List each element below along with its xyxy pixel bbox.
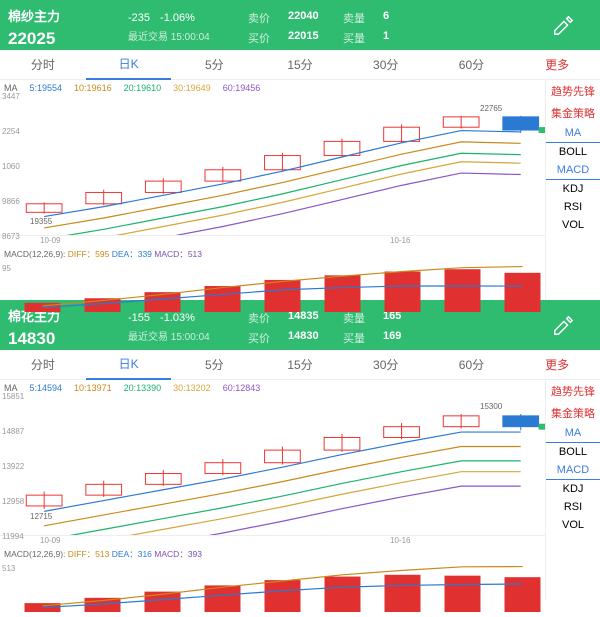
change-pct: -1.03%	[160, 312, 195, 324]
y-axis-label: 9866	[2, 197, 20, 206]
x-axis-label: 10-16	[390, 236, 410, 245]
macd-chart[interactable]: 95	[0, 262, 545, 312]
indicator-MACD[interactable]: MACD	[546, 161, 600, 180]
candle-chart[interactable]: 3447225410609866867310-0910-161935522765	[0, 96, 545, 236]
last-trade-time: 15:00:04	[171, 332, 210, 343]
candle-chart[interactable]: 158511488713922129581199410-0910-1612715…	[0, 396, 545, 536]
bid-label: 买价	[248, 330, 278, 346]
x-axis-label: 10-09	[40, 236, 60, 245]
y-axis-label: 13922	[2, 462, 24, 471]
indicator-MA[interactable]: MA	[546, 424, 600, 443]
tab-日K[interactable]: 日K	[86, 49, 172, 80]
macd-y-label: 513	[2, 564, 15, 573]
timeframe-tabs: 分时日K5分15分30分60分更多	[0, 350, 600, 380]
bid-vol: 1	[383, 30, 428, 46]
ma-legend: MA 5:19554 10:19616 20:19610 30:19649 60…	[0, 80, 545, 96]
indicator-sidebar: 趋势先锋集金策略MABOLLMACDKDJRSIVOL	[545, 380, 600, 600]
y-axis-label: 15851	[2, 392, 24, 401]
change: -155	[128, 312, 150, 324]
y-axis-label: 8673	[2, 232, 20, 241]
indicator-MACD[interactable]: MACD	[546, 461, 600, 480]
ma-legend: MA 5:14594 10:13971 20:13390 30:13202 60…	[0, 380, 545, 396]
indicator-BOLL[interactable]: BOLL	[546, 443, 600, 461]
bid-price: 22015	[288, 30, 333, 46]
tab-更多[interactable]: 更多	[514, 50, 600, 79]
tab-30分[interactable]: 30分	[343, 50, 429, 79]
y-axis-label: 3447	[2, 92, 20, 101]
y-axis-label: 1060	[2, 162, 20, 171]
high-annotation: 22765	[480, 104, 502, 113]
tab-5分[interactable]: 5分	[171, 50, 257, 79]
tab-60分[interactable]: 60分	[429, 50, 515, 79]
tab-15分[interactable]: 15分	[257, 50, 343, 79]
edit-icon[interactable]	[538, 15, 588, 40]
instrument-panel: 棉纱主力 22025 -235 -1.06% 最近交易 15:00:04 卖价 22…	[0, 0, 600, 300]
tab-5分[interactable]: 5分	[171, 350, 257, 379]
low-annotation: 12715	[30, 512, 52, 521]
bid-price: 14830	[288, 330, 333, 346]
tab-60分[interactable]: 60分	[429, 350, 515, 379]
indicator-趋势先锋[interactable]: 趋势先锋	[546, 380, 600, 402]
indicator-KDJ[interactable]: KDJ	[546, 180, 600, 198]
macd-legend: MACD(12,26,9): DIFF：595 DEA：339 MACD：513	[0, 246, 545, 262]
indicator-sidebar: 趋势先锋集金策略MABOLLMACDKDJRSIVOL	[545, 80, 600, 300]
instrument-panel: 棉花主力 14830 -155-1.03% 最近交易 15:00:04 卖价14…	[0, 300, 600, 600]
last-trade-label: 最近交易	[128, 32, 168, 43]
last-trade-time: 15:00:04	[171, 32, 210, 43]
x-axis-label: 10-16	[390, 536, 410, 545]
indicator-集金策略[interactable]: 集金策略	[546, 102, 600, 124]
tab-分时[interactable]: 分时	[0, 50, 86, 79]
low-annotation: 19355	[30, 217, 52, 226]
timeframe-tabs: 分时日K5分15分30分60分更多	[0, 50, 600, 80]
tab-15分[interactable]: 15分	[257, 350, 343, 379]
ask-label: 卖价	[248, 10, 278, 26]
tab-日K[interactable]: 日K	[86, 349, 172, 380]
indicator-VOL[interactable]: VOL	[546, 216, 600, 234]
indicator-RSI[interactable]: RSI	[546, 198, 600, 216]
y-axis-label: 12958	[2, 497, 24, 506]
bid-vol-label: 买量	[343, 30, 373, 46]
macd-legend: MACD(12,26,9): DIFF：513 DEA：316 MACD：393	[0, 546, 545, 562]
last-price: 14830	[8, 329, 128, 349]
y-axis-label: 14887	[2, 427, 24, 436]
tab-30分[interactable]: 30分	[343, 350, 429, 379]
y-axis-label: 11994	[2, 532, 24, 541]
indicator-RSI[interactable]: RSI	[546, 498, 600, 516]
high-annotation: 15300	[480, 402, 502, 411]
x-axis-label: 10-09	[40, 536, 60, 545]
edit-icon[interactable]	[538, 315, 588, 340]
last-trade-label: 最近交易	[128, 332, 168, 343]
tab-更多[interactable]: 更多	[514, 350, 600, 379]
macd-chart[interactable]: 513	[0, 562, 545, 612]
ask-vol: 6	[383, 10, 428, 26]
indicator-趋势先锋[interactable]: 趋势先锋	[546, 80, 600, 102]
last-price: 22025	[8, 29, 128, 49]
y-axis-label: 2254	[2, 127, 20, 136]
indicator-BOLL[interactable]: BOLL	[546, 143, 600, 161]
tab-分时[interactable]: 分时	[0, 350, 86, 379]
bid-vol: 169	[383, 330, 428, 346]
change: -235	[128, 12, 150, 24]
indicator-VOL[interactable]: VOL	[546, 516, 600, 534]
ask-vol-label: 卖量	[343, 10, 373, 26]
macd-y-label: 95	[2, 264, 11, 273]
ask-price: 22040	[288, 10, 333, 26]
header-bar: 棉纱主力 22025 -235 -1.06% 最近交易 15:00:04 卖价 22…	[0, 0, 600, 50]
indicator-MA[interactable]: MA	[546, 124, 600, 143]
indicator-KDJ[interactable]: KDJ	[546, 480, 600, 498]
change-pct: -1.06%	[160, 12, 195, 24]
bid-label: 买价	[248, 30, 278, 46]
indicator-集金策略[interactable]: 集金策略	[546, 402, 600, 424]
instrument-name: 棉纱主力	[8, 6, 128, 25]
bid-vol-label: 买量	[343, 330, 373, 346]
